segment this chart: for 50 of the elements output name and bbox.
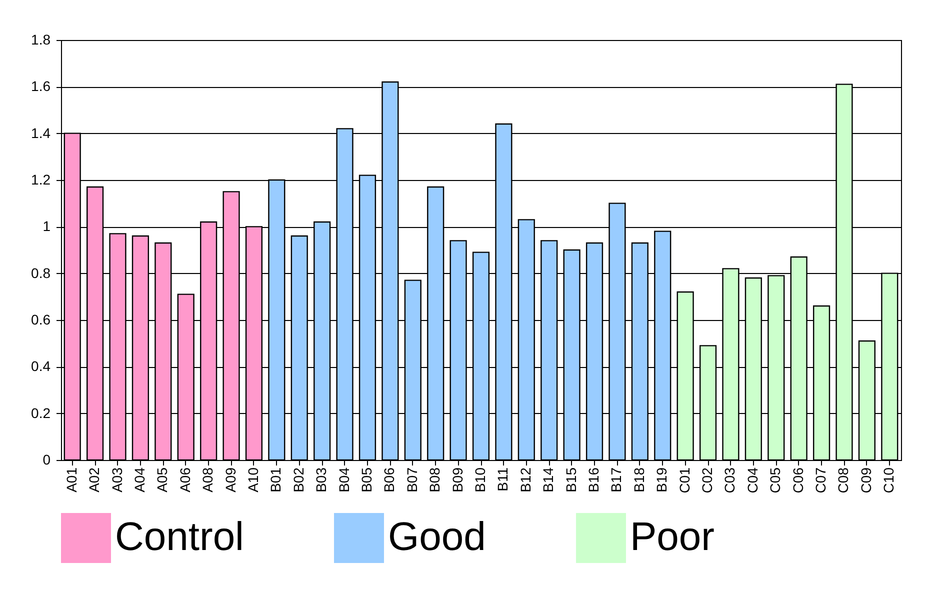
x-tick-label: C04: [744, 467, 760, 494]
x-tick-label: C08: [835, 467, 852, 494]
x-tick-label: B18: [630, 467, 647, 492]
x-tick-label: B15: [562, 467, 579, 492]
y-tick-label: 1.8: [31, 32, 51, 48]
y-tick-label: 1.4: [31, 124, 51, 141]
x-tick-label: A08: [200, 467, 216, 492]
y-tick-label: 0.6: [31, 312, 51, 328]
x-tick-label: B14: [540, 467, 556, 492]
x-tick-label: B17: [608, 467, 624, 492]
x-tick-label: B01: [268, 467, 284, 492]
x-tick-label: A05: [154, 467, 170, 492]
x-tick-label: A04: [131, 467, 148, 492]
x-tick-label: B19: [654, 467, 670, 492]
x-tick-label: B12: [517, 467, 534, 492]
y-tick-label: 0.8: [31, 264, 51, 281]
x-tick-label: B05: [358, 467, 374, 492]
x-tick-label: C03: [722, 467, 738, 494]
x-tick-label: B02: [290, 467, 306, 492]
y-tick-label: 0.2: [31, 404, 51, 421]
x-tick-label: B10: [472, 467, 488, 492]
x-tick-label: A06: [176, 467, 193, 492]
x-tick-label: C07: [812, 467, 829, 494]
x-tick-label: A03: [108, 467, 125, 492]
x-tick-label: B06: [381, 467, 398, 492]
x-tick-label: B03: [313, 467, 330, 492]
y-tick-label: 1.2: [31, 172, 51, 188]
x-tick-label: B07: [404, 467, 420, 492]
x-tick-label: C09: [858, 467, 874, 494]
x-tick-label: A09: [222, 467, 238, 492]
x-tick-label: B16: [586, 467, 602, 492]
x-tick-label: C06: [790, 467, 806, 494]
x-tick-label: C10: [880, 467, 897, 494]
legend-label: Control: [115, 515, 244, 559]
y-tick-label: 0.4: [31, 358, 51, 374]
x-tick-label: C05: [767, 467, 784, 494]
y-tick-label: 1.6: [31, 78, 51, 94]
x-tick-label: B08: [426, 467, 443, 492]
x-tick-label: C02: [699, 467, 716, 494]
y-tick-label: 0: [42, 452, 51, 468]
legend-label: Poor: [630, 515, 714, 559]
x-tick-label: B11: [494, 467, 511, 492]
legend-label: Good: [388, 515, 486, 559]
x-tick-label: A02: [86, 467, 102, 492]
x-tick-label: B04: [336, 467, 352, 492]
x-tick-label: A01: [63, 467, 80, 492]
x-tick-label: C01: [676, 467, 692, 494]
x-tick-label: B09: [449, 467, 466, 492]
y-tick-label: 1: [42, 218, 51, 234]
x-tick-label: A10: [244, 467, 261, 492]
